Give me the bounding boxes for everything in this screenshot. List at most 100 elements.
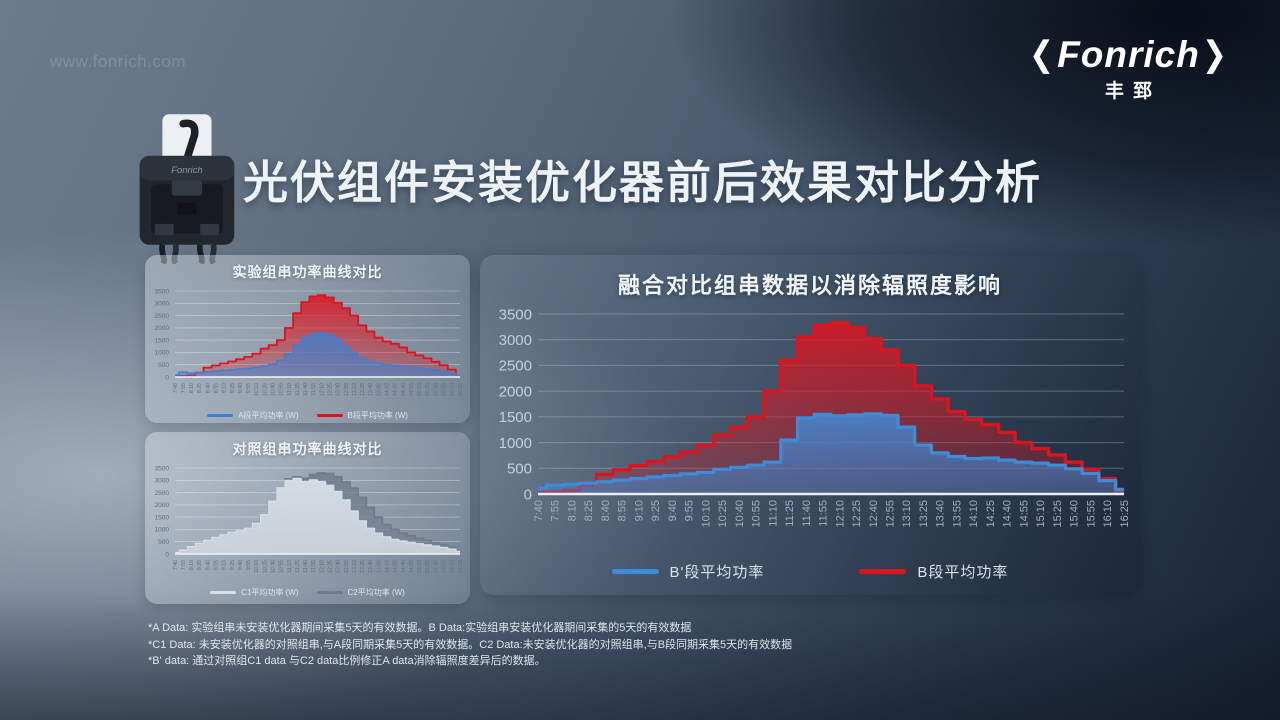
fused-chart: 0 500 1000 1500 2000 2500 3000 3500 7:40 7:55 8:10…	[499, 306, 1131, 528]
svg-text:500: 500	[507, 461, 532, 478]
svg-text:10:40: 10:40	[734, 500, 746, 528]
experimental-chart-panel: 实验组串功率曲线对比 0 500 1000 1500 2000 2500 3000 3500 7…	[145, 255, 470, 423]
svg-text:13:40: 13:40	[368, 560, 374, 573]
svg-text:7:55: 7:55	[181, 383, 187, 393]
footnote-line: *C1 Data: 未安装优化器的对照组串,与A段同期采集5天的有效数据。C2 …	[148, 638, 793, 651]
svg-text:12:25: 12:25	[328, 560, 334, 573]
svg-text:11:55: 11:55	[311, 383, 317, 396]
svg-text:14:55: 14:55	[409, 560, 415, 573]
page-title: 光伏组件安装优化器前后效果对比分析	[243, 157, 1043, 208]
svg-text:3500: 3500	[499, 306, 532, 323]
svg-text:7:55: 7:55	[550, 500, 562, 521]
svg-text:500: 500	[158, 362, 169, 369]
svg-text:9:10: 9:10	[222, 560, 228, 570]
logo-wordmark: Fonrich	[1057, 34, 1200, 75]
svg-text:10:40: 10:40	[271, 560, 277, 573]
svg-text:1000: 1000	[499, 435, 532, 452]
control-chart-title: 对照组串功率曲线对比	[232, 441, 383, 457]
svg-text:12:40: 12:40	[336, 560, 342, 573]
svg-text:14:55: 14:55	[1018, 500, 1030, 528]
svg-text:8:40: 8:40	[205, 383, 211, 393]
svg-text:3500: 3500	[155, 288, 170, 295]
fused-chart-title: 融合对比组串数据以消除辐照度影响	[617, 273, 1002, 298]
experimental-chart-legend: A段平均功率 (W) B段平均功率 (W)	[207, 410, 408, 421]
svg-text:13:55: 13:55	[376, 560, 382, 573]
svg-text:10:55: 10:55	[279, 383, 285, 396]
experimental-chart-title: 实验组串功率曲线对比	[232, 264, 383, 280]
svg-text:11:40: 11:40	[303, 560, 309, 573]
svg-text:16:25: 16:25	[458, 560, 464, 573]
svg-text:2500: 2500	[155, 490, 170, 497]
svg-text:1000: 1000	[155, 350, 170, 357]
svg-text:14:25: 14:25	[393, 383, 399, 396]
svg-text:2000: 2000	[155, 502, 170, 509]
svg-text:14:10: 14:10	[385, 383, 391, 396]
svg-text:14:10: 14:10	[385, 560, 391, 573]
svg-text:0: 0	[524, 486, 532, 503]
svg-text:12:25: 12:25	[328, 383, 334, 396]
svg-text:8:40: 8:40	[600, 500, 612, 521]
svg-text:3000: 3000	[499, 332, 532, 349]
svg-text:13:25: 13:25	[918, 500, 930, 528]
svg-text:14:25: 14:25	[985, 500, 997, 528]
legend-label: A段平均功率 (W)	[238, 411, 299, 420]
logo-chinese-name: 丰郅	[1105, 81, 1162, 102]
svg-text:2000: 2000	[155, 325, 170, 332]
svg-text:9:55: 9:55	[246, 560, 252, 570]
svg-text:8:40: 8:40	[205, 560, 211, 570]
svg-text:2000: 2000	[499, 383, 532, 400]
svg-text:14:55: 14:55	[409, 383, 415, 396]
watermark: www.fonrich.com	[50, 52, 186, 71]
svg-text:15:25: 15:25	[1052, 500, 1064, 528]
svg-text:7:55: 7:55	[181, 560, 187, 570]
legend-swatch	[316, 414, 343, 417]
legend-swatch	[316, 591, 343, 594]
svg-text:0: 0	[165, 374, 169, 381]
svg-text:13:55: 13:55	[951, 500, 963, 528]
svg-text:1500: 1500	[155, 514, 170, 521]
control-chart-panel: 对照组串功率曲线对比 0 500 1000 1500 2000 2500 3000 3500 7…	[145, 432, 470, 604]
control-chart: 0 500 1000 1500 2000 2500 3000 3500 7:40 7:55 8:10…	[155, 465, 464, 573]
svg-text:10:25: 10:25	[262, 383, 268, 396]
legend-label: B'段平均功率	[669, 564, 765, 581]
svg-text:3000: 3000	[155, 301, 170, 308]
svg-text:11:25: 11:25	[295, 560, 301, 573]
control-legend-item-1: C2平均功率 (W)	[316, 587, 405, 598]
optimizer-device-image: Fonrich	[139, 114, 235, 264]
svg-text:7:40: 7:40	[533, 500, 545, 521]
svg-text:3500: 3500	[155, 465, 170, 472]
experimental-legend-item-1: B段平均功率 (W)	[316, 410, 408, 421]
svg-text:7:40: 7:40	[173, 560, 179, 570]
svg-text:14:10: 14:10	[968, 500, 980, 528]
svg-text:8:25: 8:25	[583, 500, 595, 521]
logo-right-bracket-icon: ❯	[1201, 34, 1228, 73]
svg-text:15:10: 15:10	[417, 560, 423, 573]
svg-text:10:55: 10:55	[279, 560, 285, 573]
fused-legend-item-0: B'段平均功率	[611, 561, 765, 582]
svg-text:13:10: 13:10	[352, 383, 358, 396]
svg-text:12:40: 12:40	[336, 383, 342, 396]
svg-text:3000: 3000	[155, 478, 170, 485]
svg-text:15:10: 15:10	[417, 383, 423, 396]
svg-text:11:40: 11:40	[801, 500, 813, 527]
legend-swatch	[859, 569, 907, 574]
footnote-line: *B' data: 通过对照组C1 data 与C2 data比例修正A dat…	[148, 655, 546, 667]
svg-text:15:40: 15:40	[433, 560, 439, 573]
legend-label: C1平均功率 (W)	[241, 588, 299, 597]
svg-text:13:40: 13:40	[368, 383, 374, 396]
svg-text:10:10: 10:10	[254, 560, 260, 573]
legend-label: B段平均功率	[917, 564, 1009, 581]
svg-text:9:40: 9:40	[667, 500, 679, 521]
legend-label: C2平均功率 (W)	[347, 588, 405, 597]
svg-text:12:40: 12:40	[868, 500, 880, 528]
legend-swatch	[611, 569, 659, 574]
svg-text:8:10: 8:10	[566, 500, 578, 521]
svg-text:8:25: 8:25	[197, 560, 203, 570]
svg-text:14:40: 14:40	[401, 383, 407, 396]
svg-text:9:10: 9:10	[633, 500, 645, 521]
fused-legend-item-1: B段平均功率	[859, 561, 1008, 582]
svg-text:10:10: 10:10	[700, 500, 712, 528]
svg-text:16:25: 16:25	[458, 383, 464, 396]
svg-text:2500: 2500	[155, 313, 170, 320]
